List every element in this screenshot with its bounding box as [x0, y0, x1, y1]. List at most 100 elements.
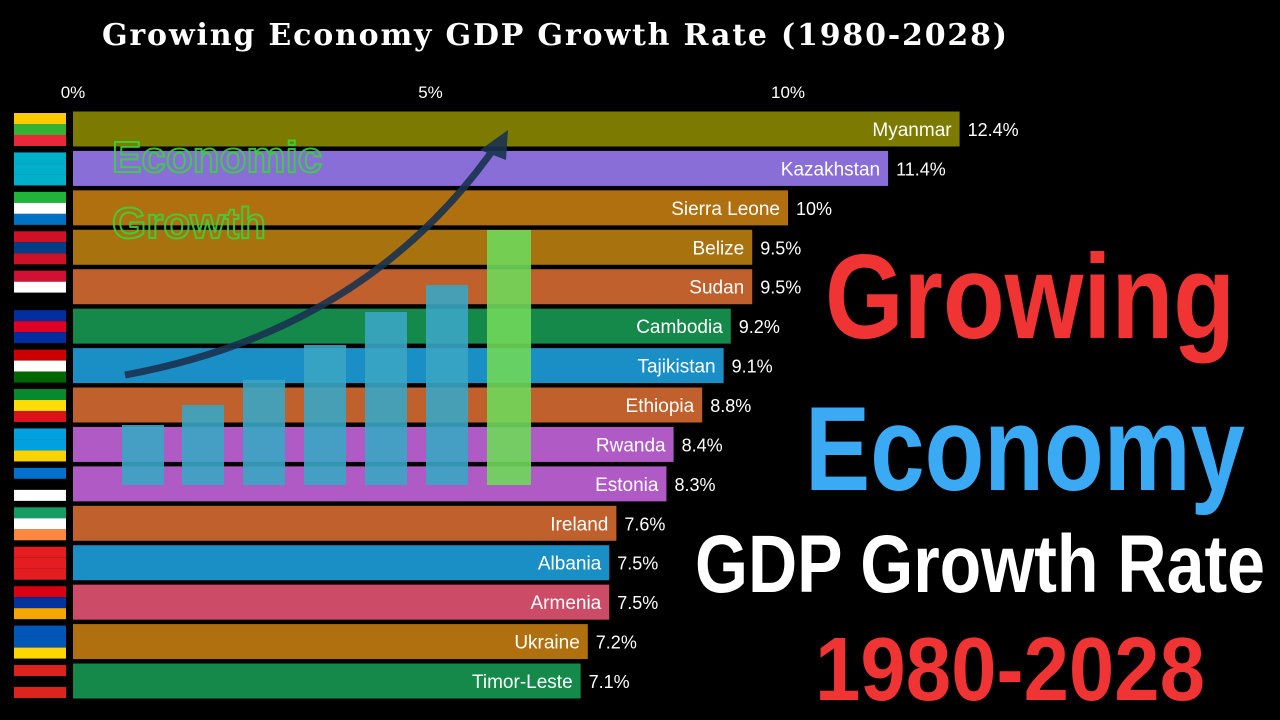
value-label: 10%	[796, 199, 832, 219]
category-label: Ukraine	[514, 633, 579, 654]
flag-stripe	[14, 467, 66, 479]
flag-stripe	[14, 360, 66, 372]
decor-bar	[122, 425, 164, 485]
value-label: 12.4%	[968, 120, 1019, 140]
flag-stripe	[14, 349, 66, 361]
flag-stripe	[14, 113, 66, 124]
flag-stripe	[14, 608, 66, 620]
x-tick-label: 5%	[418, 83, 443, 102]
illustration: Economic Growth	[111, 130, 531, 485]
category-label: Rwanda	[596, 435, 666, 456]
flag-stripe	[14, 687, 66, 699]
category-label: Belize	[693, 238, 745, 259]
value-label: 7.6%	[624, 514, 665, 534]
x-tick-label: 0%	[61, 83, 86, 102]
value-label: 7.5%	[617, 554, 658, 574]
flag-stripe	[14, 242, 66, 254]
flag-stripe	[14, 253, 66, 265]
bar	[73, 269, 753, 305]
category-label: Tajikistan	[637, 357, 715, 378]
flag-stripe	[14, 665, 66, 677]
bar	[73, 624, 588, 660]
headline: 1980-2028	[815, 620, 1205, 720]
chart-title: Growing Economy GDP Growth Rate (1980-20…	[102, 18, 1007, 53]
flag-stripe	[14, 281, 66, 293]
bar	[73, 545, 610, 581]
flag-stripe	[14, 191, 66, 203]
flag-stripe	[14, 292, 66, 304]
value-label: 8.8%	[710, 396, 751, 416]
flag-stripe	[14, 174, 66, 186]
decor-bar	[487, 230, 531, 485]
value-label: 9.5%	[760, 238, 801, 258]
value-label: 9.5%	[760, 278, 801, 298]
flag-stripe	[14, 597, 66, 609]
bar	[73, 584, 610, 620]
flag-stripe	[14, 332, 66, 344]
category-label: Albania	[538, 554, 602, 575]
category-label: Myanmar	[872, 120, 952, 141]
flag-stripe	[14, 450, 66, 462]
flag-stripe	[14, 231, 66, 243]
value-label: 9.1%	[732, 357, 773, 377]
category-label: Ireland	[550, 514, 608, 535]
flag-stripe	[14, 321, 66, 333]
bar	[73, 505, 617, 541]
category-label: Armenia	[531, 593, 602, 614]
flag-stripe	[14, 478, 66, 490]
bar	[73, 663, 581, 699]
flag-stripe	[14, 586, 66, 598]
flag-stripe	[14, 529, 66, 541]
category-label: Kazakhstan	[781, 159, 880, 180]
decor-bar	[243, 380, 285, 485]
flag-stripe	[14, 489, 66, 501]
flag-stripe	[14, 625, 66, 637]
flag-stripe	[14, 507, 66, 519]
flag-stripe	[14, 371, 66, 383]
flag-stripe	[14, 270, 66, 282]
flag-stripe	[14, 310, 66, 322]
decor-arrowhead	[480, 130, 508, 160]
flag-stripe	[14, 647, 66, 659]
flag-stripe	[14, 202, 66, 214]
headline: Economy	[805, 382, 1245, 516]
flag-stripe	[14, 124, 66, 135]
category-label: Estonia	[595, 475, 659, 496]
headline: GDP Growth Rate	[695, 519, 1265, 610]
flag-stripe	[14, 557, 66, 569]
flag-stripe	[14, 439, 66, 451]
flag-stripe	[14, 546, 66, 558]
flag-stripe	[14, 163, 66, 175]
category-label: Ethiopia	[626, 396, 695, 417]
value-label: 7.1%	[589, 672, 630, 692]
category-label: Cambodia	[636, 317, 723, 338]
flag-stripe	[14, 636, 66, 648]
category-label: Sierra Leone	[671, 199, 780, 220]
flag-stripe	[14, 135, 66, 146]
category-label: Sudan	[689, 278, 744, 299]
headline: Growing	[825, 230, 1235, 364]
value-label: 7.5%	[617, 593, 658, 613]
bar	[73, 111, 960, 147]
x-tick-label: 10%	[771, 83, 805, 102]
decor-bar	[426, 285, 468, 485]
flag-stripe	[14, 389, 66, 401]
decor-bar	[304, 345, 346, 485]
category-label: Timor-Leste	[472, 672, 573, 693]
flag-stripe	[14, 568, 66, 580]
decor-arrow	[124, 138, 503, 379]
decor-text: Growth	[112, 199, 266, 248]
decor-text: Economic	[112, 133, 322, 182]
value-label: 11.4%	[896, 159, 946, 179]
decor-bar	[365, 312, 407, 485]
value-label: 8.4%	[682, 435, 723, 455]
flag-stripe	[14, 411, 66, 423]
flag-stripe	[14, 400, 66, 412]
flag-stripe	[14, 676, 66, 688]
flag-stripe	[14, 152, 66, 164]
value-label: 8.3%	[674, 475, 715, 495]
decor-bar	[182, 405, 224, 485]
flag-stripe	[14, 518, 66, 530]
